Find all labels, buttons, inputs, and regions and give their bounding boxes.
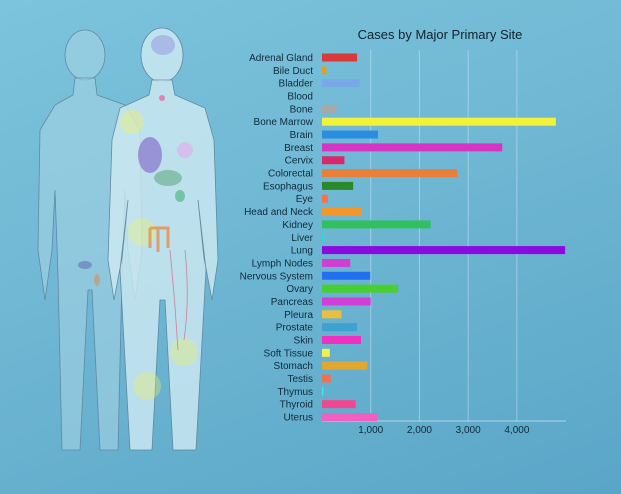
bar[interactable] xyxy=(322,181,354,190)
bar[interactable] xyxy=(322,130,379,139)
bar[interactable] xyxy=(322,66,327,75)
bar[interactable] xyxy=(322,400,356,409)
category-label: Kidney xyxy=(282,220,313,231)
liver-organ xyxy=(154,170,182,186)
category-label: Ovary xyxy=(286,284,313,295)
category-label: Nervous System xyxy=(240,271,313,282)
bar[interactable] xyxy=(322,79,360,88)
heart-organ xyxy=(177,142,193,158)
category-label: Thymus xyxy=(277,387,313,398)
category-label: Liver xyxy=(291,233,313,244)
bar[interactable] xyxy=(322,284,399,293)
bar[interactable] xyxy=(322,413,378,422)
x-tick-label: 4,000 xyxy=(504,425,529,436)
category-label: Stomach xyxy=(274,361,313,372)
category-label: Bile Duct xyxy=(273,66,313,77)
bar[interactable] xyxy=(322,143,503,152)
bar[interactable] xyxy=(322,246,566,255)
bar[interactable] xyxy=(322,348,330,357)
category-label: Colorectal xyxy=(268,169,313,180)
category-label: Uterus xyxy=(284,413,313,424)
category-label: Bone Marrow xyxy=(254,117,314,128)
category-label: Thyroid xyxy=(280,400,313,411)
category-label: Adrenal Gland xyxy=(249,53,313,64)
category-label: Esophagus xyxy=(263,181,313,192)
bar[interactable] xyxy=(322,387,324,396)
category-label: Pancreas xyxy=(271,297,313,308)
category-label: Lung xyxy=(291,246,313,257)
bar[interactable] xyxy=(322,156,345,165)
lung-organ xyxy=(138,137,162,173)
x-tick-label: 2,000 xyxy=(407,425,432,436)
male-organ xyxy=(78,261,92,269)
knee-glow-right xyxy=(170,338,198,366)
x-tick-label: 1,000 xyxy=(358,425,383,436)
bars xyxy=(322,53,566,422)
category-label: Bladder xyxy=(279,79,314,90)
bar[interactable] xyxy=(322,233,324,242)
male-organ-2 xyxy=(94,274,100,286)
bar[interactable] xyxy=(322,117,556,126)
bar[interactable] xyxy=(322,310,342,319)
bar[interactable] xyxy=(322,104,337,113)
x-tick-label: 3,000 xyxy=(456,425,481,436)
chart-title: Cases by Major Primary Site xyxy=(358,27,523,42)
stomach-organ xyxy=(175,190,185,202)
category-label: Brain xyxy=(290,130,313,141)
category-label: Skin xyxy=(294,335,313,346)
gridlines xyxy=(322,50,566,422)
thyroid-organ xyxy=(159,95,165,101)
bar[interactable] xyxy=(322,297,371,306)
knee-glow-left xyxy=(133,372,161,400)
x-tick-labels: 1,000 2,000 3,000 4,000 xyxy=(358,425,530,436)
bar[interactable] xyxy=(322,323,358,332)
category-label: Pleura xyxy=(284,310,313,321)
category-label: Eye xyxy=(296,194,314,205)
category-label: Soft Tissue xyxy=(264,348,314,359)
bar[interactable] xyxy=(322,271,371,280)
bar[interactable] xyxy=(322,361,368,370)
colon-organ xyxy=(148,226,170,252)
bar[interactable] xyxy=(322,53,358,62)
brain-organ xyxy=(151,35,175,55)
category-label: Blood xyxy=(287,92,313,103)
category-label: Testis xyxy=(287,374,313,385)
bar[interactable] xyxy=(322,374,331,383)
bar[interactable] xyxy=(322,258,351,267)
bar[interactable] xyxy=(322,207,362,216)
anatomy-figures-illustration xyxy=(37,27,219,451)
category-label: Breast xyxy=(284,143,313,154)
vessels xyxy=(169,249,188,351)
bar[interactable] xyxy=(322,169,458,178)
bar[interactable] xyxy=(322,220,431,229)
category-label: Head and Neck xyxy=(244,207,314,218)
bar[interactable] xyxy=(322,194,328,203)
bone-marrow-glow xyxy=(120,110,144,134)
category-label: Cervix xyxy=(285,156,313,167)
category-label: Prostate xyxy=(276,323,314,334)
category-label: Lymph Nodes xyxy=(252,258,313,269)
bar[interactable] xyxy=(322,335,361,344)
category-label: Bone xyxy=(290,104,314,115)
